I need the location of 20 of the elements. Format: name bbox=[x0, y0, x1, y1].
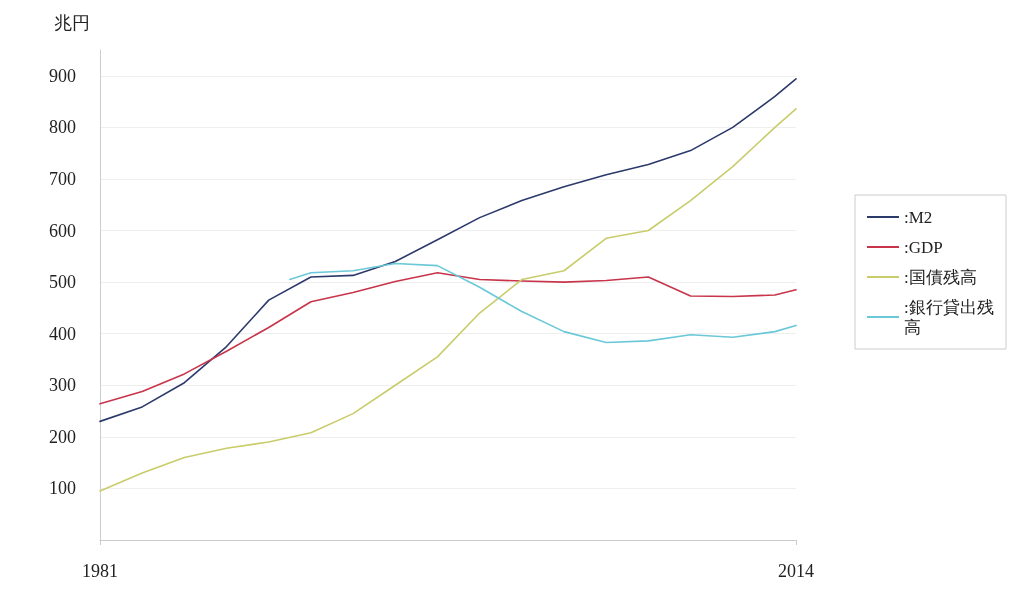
y-tick-label: 200 bbox=[49, 426, 76, 447]
x-tick-label: 1981 bbox=[82, 561, 118, 581]
y-tick-label: 100 bbox=[49, 478, 76, 499]
y-tick-label: 500 bbox=[49, 272, 76, 293]
y-tick-label: 400 bbox=[49, 323, 76, 344]
legend-label: :銀行貸出残高 bbox=[904, 297, 994, 337]
legend-label: :国債残高 bbox=[904, 267, 977, 287]
x-tick-label: 2014 bbox=[778, 561, 814, 581]
line-series bbox=[289, 262, 797, 344]
line-series bbox=[99, 78, 797, 423]
y-axis-title: 兆円 bbox=[54, 13, 90, 33]
y-tick-label: 600 bbox=[49, 220, 76, 241]
y-tick-label: 300 bbox=[49, 375, 76, 396]
line-series bbox=[99, 272, 797, 405]
y-tick-label: 900 bbox=[49, 65, 76, 86]
y-tick-label: 800 bbox=[49, 117, 76, 138]
legend-label: :M2 bbox=[904, 207, 933, 227]
legend-label: :GDP bbox=[904, 237, 943, 257]
line-series bbox=[99, 108, 797, 492]
y-tick-label: 700 bbox=[49, 168, 76, 189]
